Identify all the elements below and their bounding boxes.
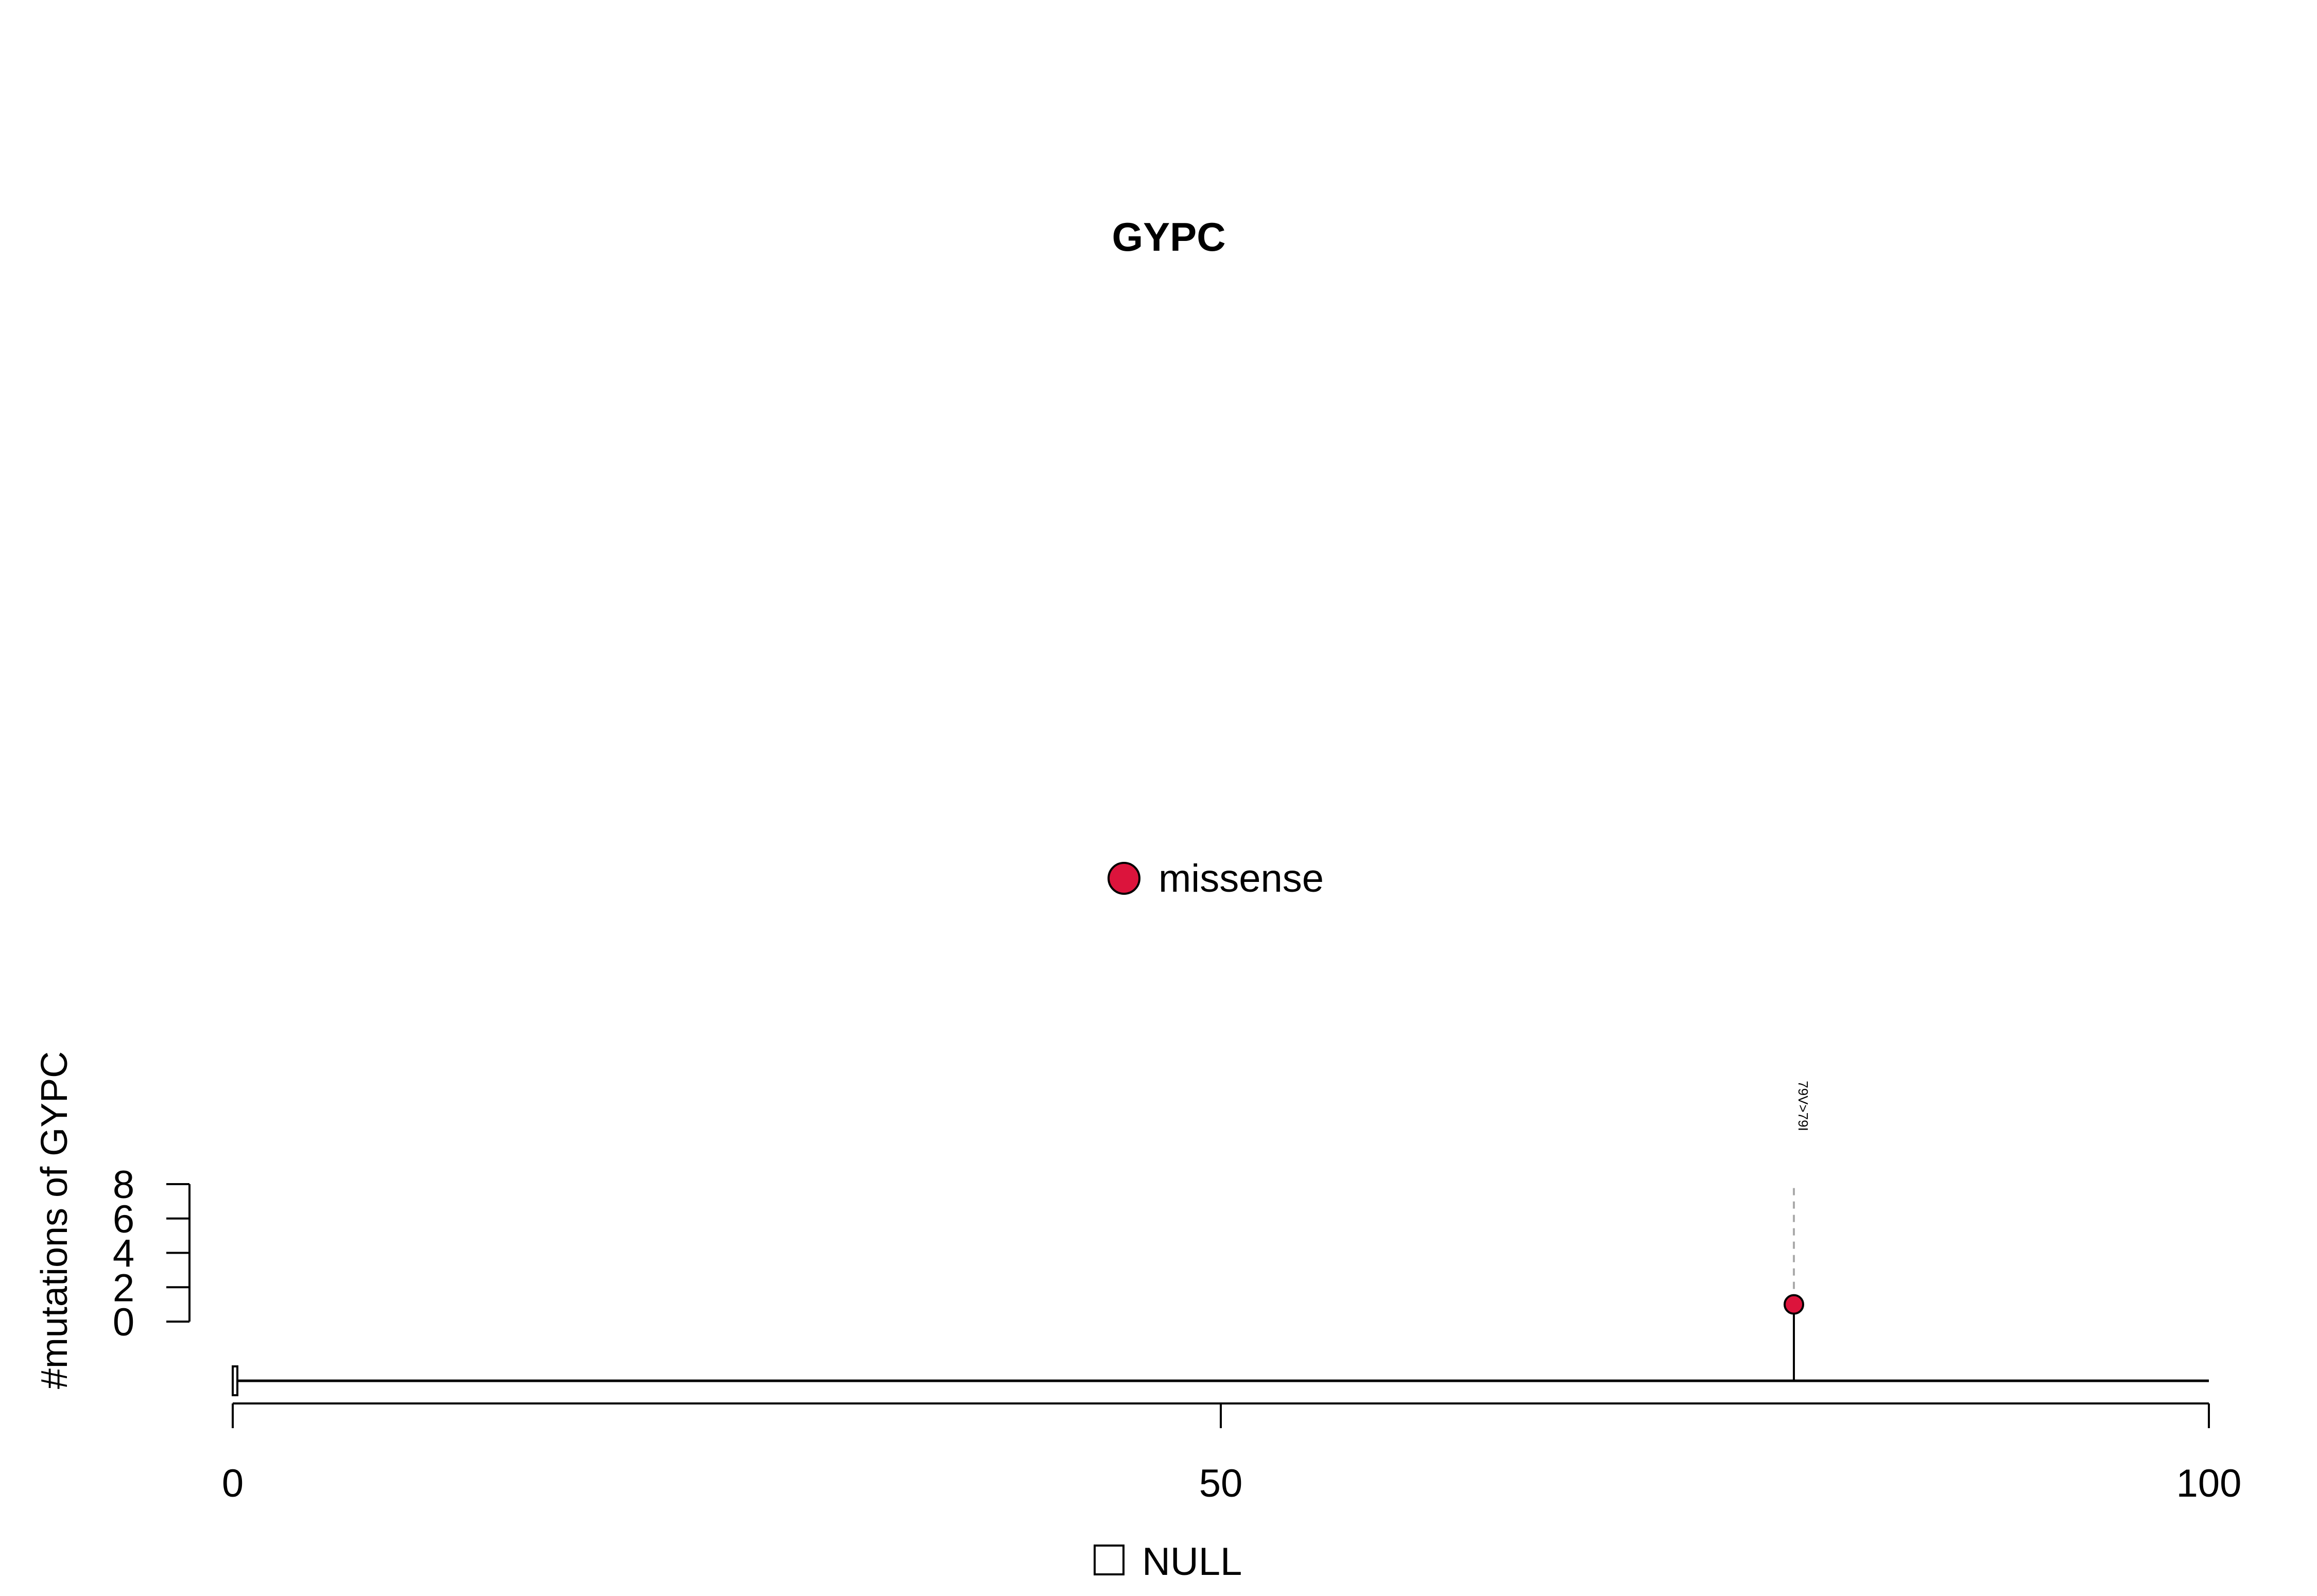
mutation-label: 79V>79I [1795, 1081, 1811, 1131]
domain-legend-swatch [1094, 1545, 1125, 1575]
x-axis: 0 50 100 [222, 1402, 2242, 1505]
x-tick-label: 100 [2176, 1462, 2242, 1505]
y-tick-label: 6 [113, 1198, 134, 1241]
y-tick-label: 0 [113, 1300, 134, 1344]
y-tick-label: 2 [113, 1266, 134, 1310]
mutations-layer: 79V>79I [1784, 1081, 1811, 1381]
y-tick-label: 8 [113, 1163, 134, 1207]
mutation-point [1784, 1294, 1805, 1315]
domain-block [232, 1365, 238, 1396]
x-tick-label: 0 [222, 1462, 244, 1505]
mutation-legend: missense [1108, 857, 1324, 900]
domain-legend-label: NULL [1142, 1540, 1242, 1584]
protein-backbone [232, 1365, 2209, 1396]
domain-legend: NULL [1094, 1540, 1242, 1584]
y-tick-label: 4 [113, 1232, 134, 1276]
mutation-legend-marker [1108, 862, 1140, 895]
x-tick-label: 50 [1199, 1462, 1243, 1505]
mutation-legend-label: missense [1158, 857, 1324, 900]
chart-title: GYPC [1112, 214, 1225, 259]
y-axis-label: #mutations of GYPC [34, 1051, 75, 1389]
